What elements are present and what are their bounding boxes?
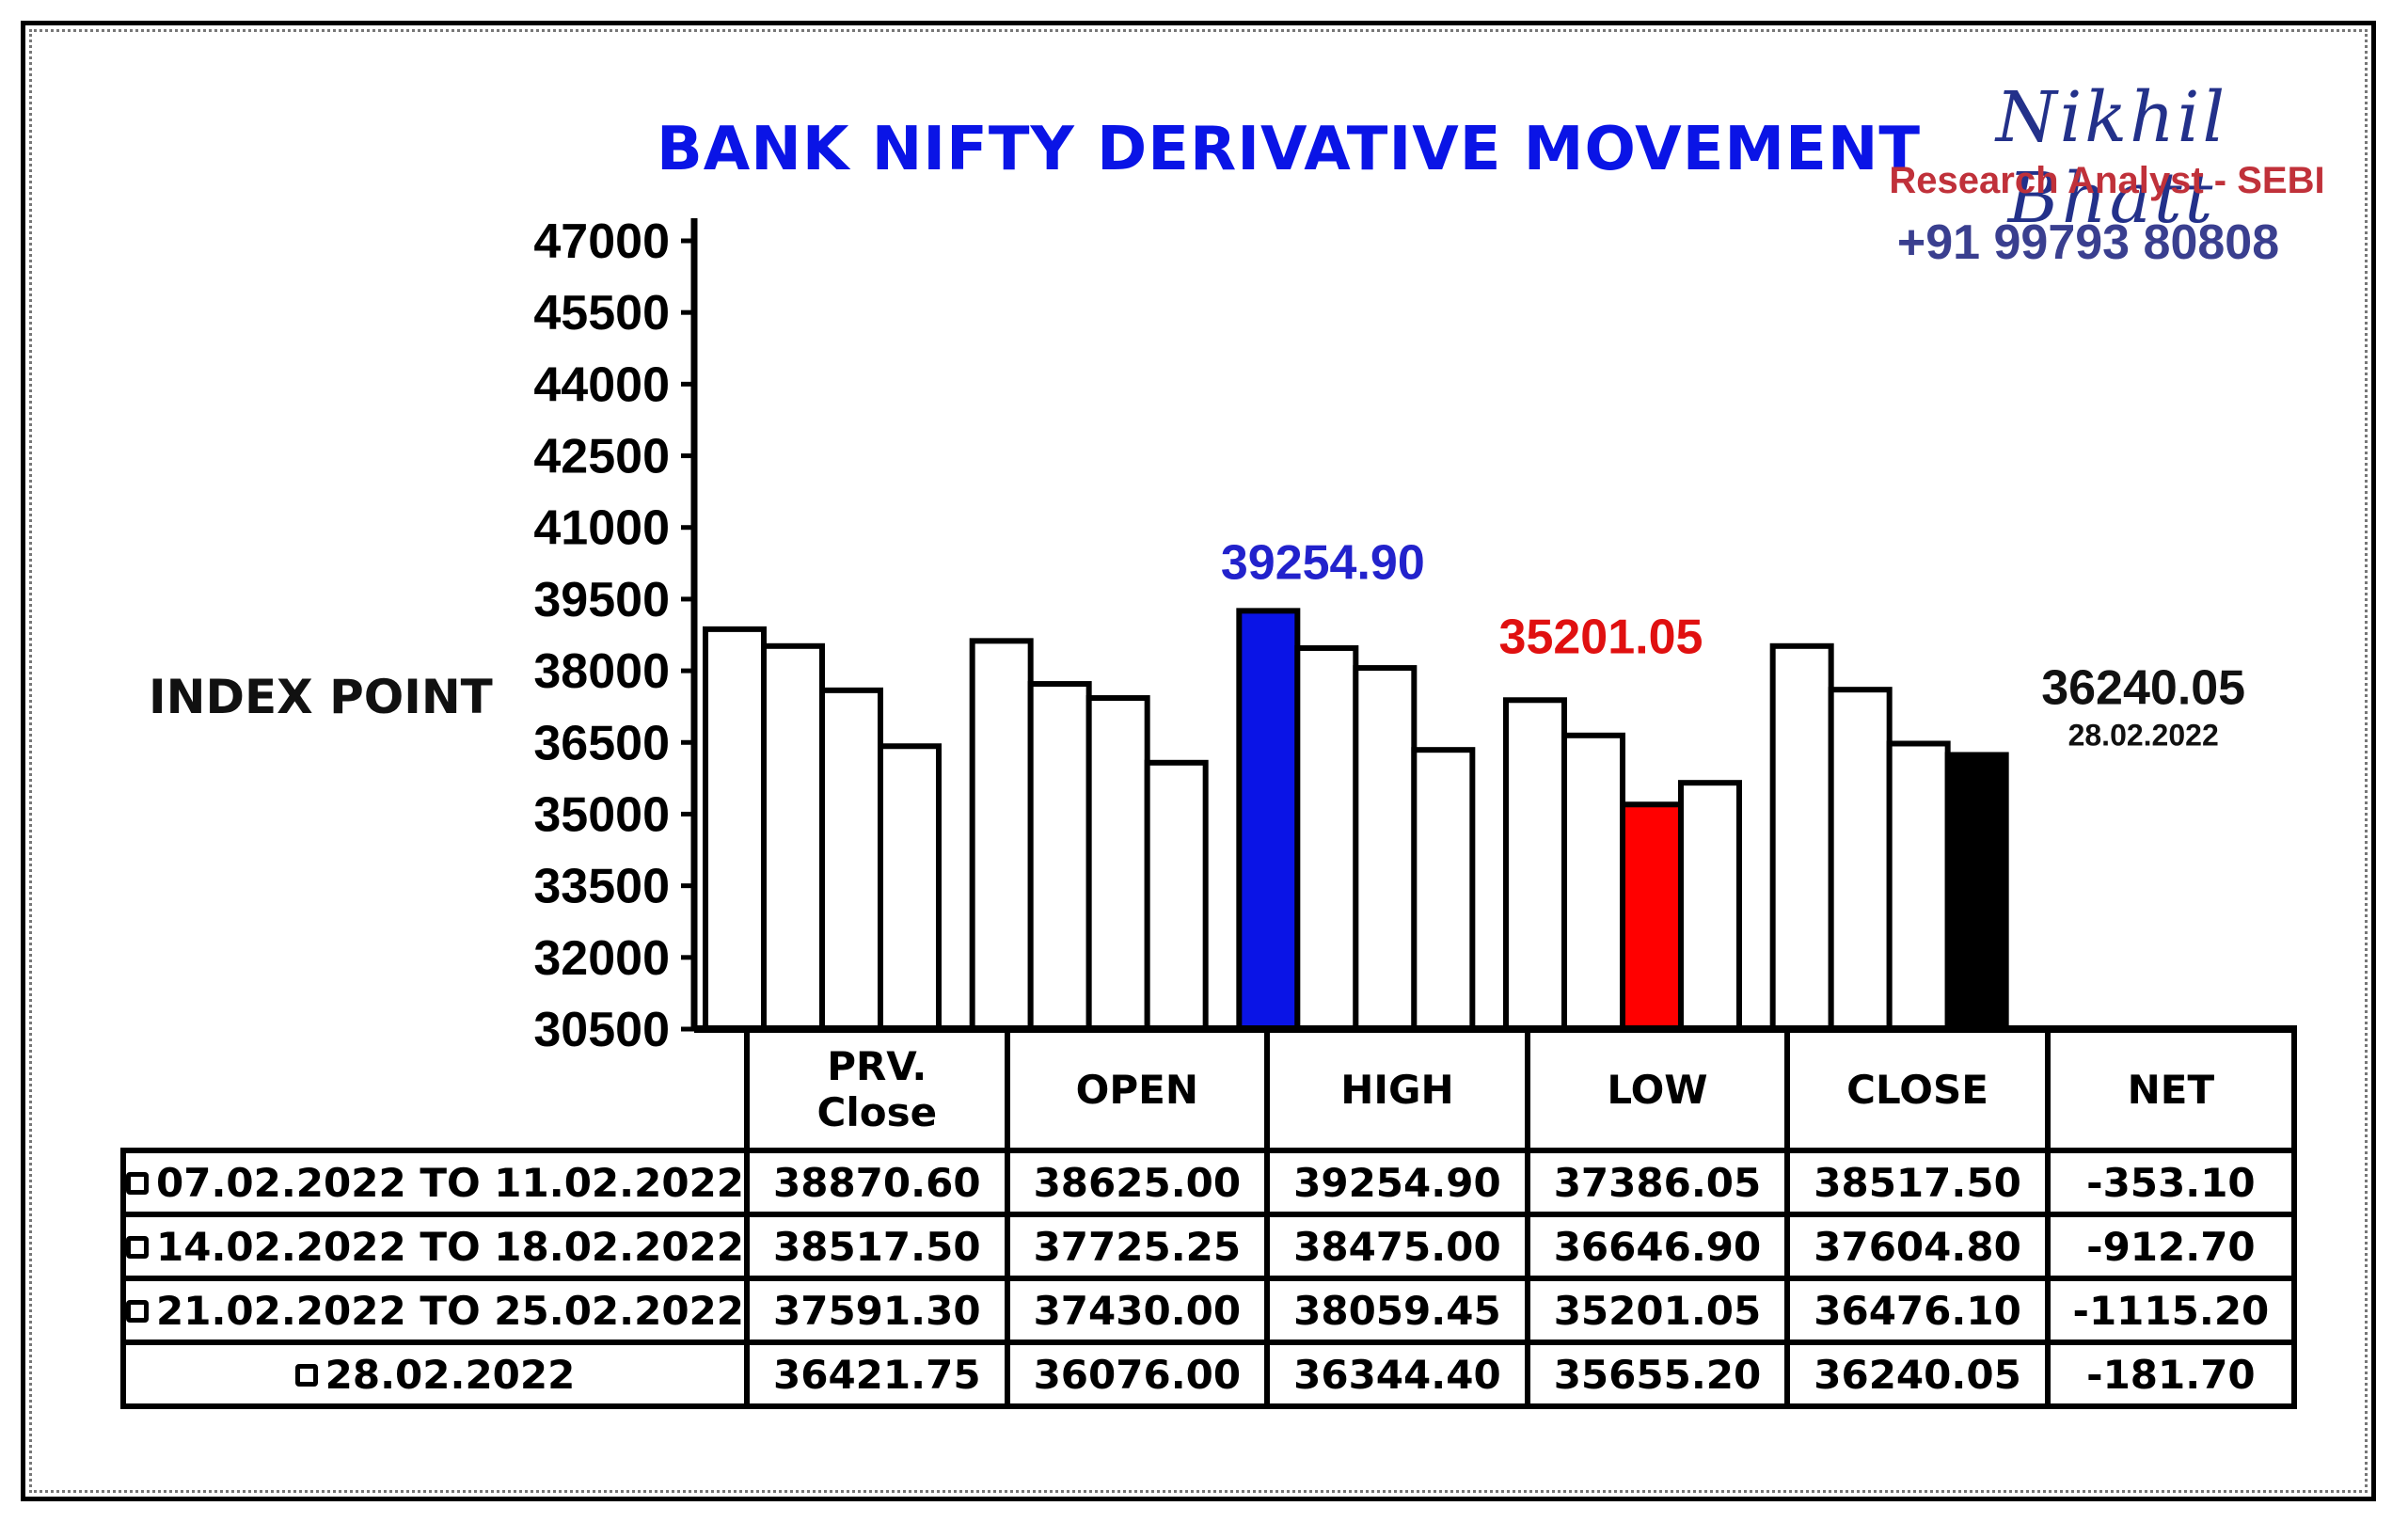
header-open: OPEN — [1004, 1025, 1271, 1153]
y-axis-label: INDEX POINT — [149, 670, 493, 724]
y-tick-label: 47000 — [533, 214, 670, 269]
header-high: HIGH — [1264, 1025, 1530, 1153]
table-cell: 36421.75 — [744, 1340, 1010, 1409]
row-label: 07.02.2022 TO 11.02.2022 — [120, 1148, 750, 1217]
table-cell: 36076.00 — [1004, 1340, 1271, 1409]
bar — [1294, 644, 1359, 1032]
close-annotation-date: 28.02.2022 — [2068, 718, 2219, 752]
bar — [1769, 642, 1834, 1032]
table-cell: 36646.90 — [1524, 1212, 1791, 1281]
bar — [1678, 780, 1742, 1033]
table-cell: 37725.25 — [1004, 1212, 1271, 1281]
table-cell: -1115.20 — [2044, 1276, 2298, 1345]
brand-name: Nikhil Bhatt — [1995, 77, 2228, 239]
table-cell: -353.10 — [2044, 1148, 2298, 1217]
bar — [1828, 687, 1893, 1032]
bar — [761, 642, 825, 1032]
bar — [1353, 665, 1418, 1033]
table-cell: 35655.20 — [1524, 1340, 1791, 1409]
table-row: 21.02.2022 TO 25.02.2022 37591.30 37430.… — [120, 1276, 2298, 1345]
high-annotation: 39254.90 — [1221, 535, 1425, 590]
table-cell: 37430.00 — [1004, 1276, 1271, 1345]
row-label: 14.02.2022 TO 18.02.2022 — [120, 1212, 750, 1281]
table-row: 14.02.2022 TO 18.02.2022 38517.50 37725.… — [120, 1212, 2298, 1281]
table-cell: 36476.10 — [1784, 1276, 2051, 1345]
table-cell: -912.70 — [2044, 1212, 2298, 1281]
header-close: CLOSE — [1784, 1025, 2051, 1153]
y-tick-label: 45500 — [533, 286, 670, 341]
bar — [1886, 740, 1951, 1032]
bar — [1027, 681, 1092, 1032]
table-cell: 38059.45 — [1264, 1276, 1530, 1345]
bar — [969, 638, 1034, 1033]
table-row: 28.02.2022 36421.75 36076.00 36344.40 35… — [120, 1340, 2298, 1409]
legend-square-icon — [126, 1171, 149, 1195]
table-cell: 35201.05 — [1524, 1276, 1791, 1345]
table-cell: 38517.50 — [1784, 1148, 2051, 1217]
bar — [1236, 608, 1301, 1032]
brand-phone: +91 99793 80808 — [1896, 215, 2280, 270]
header-net: NET — [2044, 1025, 2298, 1153]
bar — [1144, 759, 1209, 1032]
bar — [703, 626, 767, 1033]
row-label: 28.02.2022 — [120, 1340, 750, 1409]
bar — [1085, 695, 1150, 1032]
table-cell: 37604.80 — [1784, 1212, 2051, 1281]
bar — [878, 743, 942, 1032]
row-label: 21.02.2022 TO 25.02.2022 — [120, 1276, 750, 1345]
bar — [1944, 752, 2009, 1032]
y-tick-label: 39500 — [533, 573, 670, 627]
legend-square-icon — [294, 1363, 318, 1387]
bar — [1561, 732, 1625, 1033]
legend-square-icon — [126, 1235, 149, 1259]
brand-role: Research Analyst - SEBI — [1889, 160, 2325, 201]
y-tick-label: 41000 — [533, 501, 670, 556]
bar — [1620, 801, 1684, 1033]
bar — [1503, 697, 1567, 1033]
table-row: 07.02.2022 TO 11.02.2022 38870.60 38625.… — [120, 1148, 2298, 1217]
bar — [819, 687, 883, 1032]
header-low: LOW — [1524, 1025, 1791, 1153]
header-prv-close: PRV. Close — [744, 1025, 1010, 1153]
table-header-row: PRV. Close OPEN HIGH LOW CLOSE NET — [123, 1025, 2298, 1153]
table-cell: 39254.90 — [1264, 1148, 1530, 1217]
y-tick-label: 38000 — [533, 644, 670, 699]
table-cell: 36344.40 — [1264, 1340, 1530, 1409]
table-corner — [123, 1028, 750, 1153]
table-cell: 38475.00 — [1264, 1212, 1530, 1281]
bar — [1411, 747, 1476, 1032]
table-cell: 36240.05 — [1784, 1340, 2051, 1409]
low-annotation: 35201.05 — [1499, 610, 1703, 664]
y-tick-label: 36500 — [533, 716, 670, 770]
table-cell: 37386.05 — [1524, 1148, 1791, 1217]
chart-title: BANK NIFTY DERIVATIVE MOVEMENT — [656, 115, 1922, 184]
legend-square-icon — [126, 1299, 149, 1323]
y-tick-label: 44000 — [533, 357, 670, 412]
close-annotation: 36240.05 — [2041, 660, 2245, 715]
y-tick-label: 42500 — [533, 430, 670, 484]
y-tick-label: 33500 — [533, 860, 670, 914]
data-table: PRV. Close OPEN HIGH LOW CLOSE NET 07.02… — [120, 1025, 2298, 1409]
table-cell: -181.70 — [2044, 1340, 2298, 1409]
table-cell: 38625.00 — [1004, 1148, 1271, 1217]
page-frame — [21, 21, 2376, 1501]
table-cell: 37591.30 — [744, 1276, 1010, 1345]
table-cell: 38870.60 — [744, 1148, 1010, 1217]
y-tick-label: 32000 — [533, 931, 670, 986]
y-tick-label: 35000 — [533, 787, 670, 842]
table-cell: 38517.50 — [744, 1212, 1010, 1281]
